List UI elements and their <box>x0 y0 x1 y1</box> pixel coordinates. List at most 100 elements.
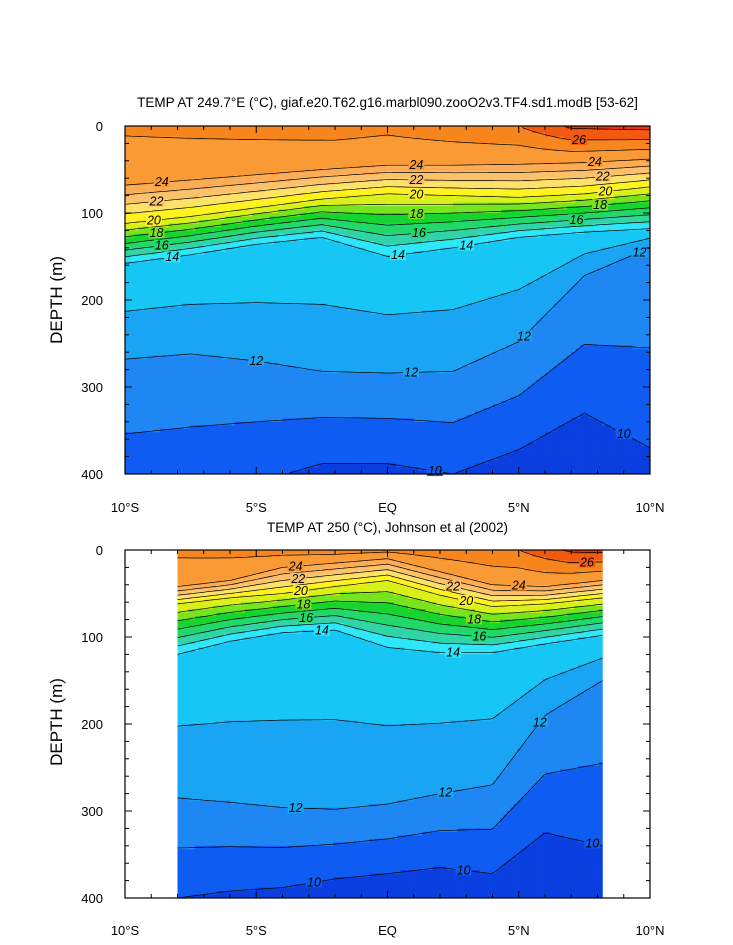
field-cell <box>291 313 297 318</box>
field-cell <box>168 463 174 468</box>
field-cell <box>339 373 345 378</box>
field-cell <box>225 206 231 211</box>
field-cell <box>269 407 275 412</box>
field-cell <box>317 150 323 155</box>
field-cell <box>304 258 310 263</box>
field-cell <box>330 418 336 423</box>
field-cell <box>273 254 279 259</box>
field-cell <box>173 237 179 242</box>
field-cell <box>282 167 288 172</box>
field-cell <box>186 188 192 193</box>
field-cell <box>321 195 327 200</box>
field-cell <box>317 355 323 360</box>
field-cell <box>251 317 257 322</box>
field-cell <box>168 428 174 433</box>
field-cell <box>247 446 253 451</box>
field-cell <box>138 230 144 235</box>
field-cell <box>221 247 227 252</box>
field-cell <box>151 185 157 190</box>
field-cell <box>195 230 200 235</box>
field-cell <box>238 317 244 322</box>
field-cell <box>234 261 240 266</box>
field-cell <box>195 244 200 249</box>
field-cell <box>129 435 135 440</box>
field-cell <box>300 251 305 256</box>
field-cell <box>216 230 222 235</box>
field-cell <box>173 446 179 451</box>
field-cell <box>256 320 262 325</box>
field-cell <box>173 209 179 214</box>
field-cell <box>234 188 240 193</box>
field-cell <box>225 380 231 385</box>
field-cell <box>326 174 332 179</box>
field-cell <box>151 160 157 165</box>
field-cell <box>146 334 152 339</box>
field-cell <box>195 467 200 472</box>
field-cell <box>129 206 135 211</box>
field-cell <box>300 213 305 218</box>
field-cell <box>291 289 297 294</box>
field-cell <box>291 393 297 399</box>
field-cell <box>326 202 332 207</box>
field-cell <box>138 442 144 447</box>
field-cell <box>321 185 327 190</box>
field-cell <box>256 380 262 385</box>
field-cell <box>286 126 292 131</box>
field-cell <box>300 164 305 169</box>
field-cell <box>190 132 196 138</box>
field-cell <box>286 387 292 392</box>
field-cell <box>155 348 161 353</box>
field-cell <box>186 126 192 131</box>
field-cell <box>291 345 297 350</box>
field-cell <box>247 331 253 336</box>
field-cell <box>247 313 253 318</box>
field-cell <box>199 331 205 336</box>
field-cell <box>269 453 275 458</box>
field-cell <box>195 171 200 176</box>
field-cell <box>251 411 257 416</box>
field-cell <box>151 143 157 148</box>
field-cell <box>155 418 161 423</box>
field-cell <box>164 383 170 388</box>
field-cell <box>330 404 336 409</box>
field-cell <box>291 383 297 388</box>
field-cell <box>234 300 240 305</box>
field-cell <box>321 317 327 322</box>
field-cell <box>129 202 135 207</box>
field-cell <box>260 174 266 179</box>
field-cell <box>278 432 284 437</box>
field-cell <box>234 223 240 228</box>
field-cell <box>186 456 192 461</box>
field-cell <box>199 164 205 169</box>
field-cell <box>177 327 183 332</box>
field-cell <box>251 185 257 190</box>
field-cell <box>151 383 157 388</box>
field-cell <box>177 139 183 144</box>
field-cell <box>247 421 253 426</box>
field-cell <box>129 366 135 371</box>
field-cell <box>269 199 275 204</box>
field-cell <box>190 331 196 336</box>
field-cell <box>269 202 275 207</box>
field-cell <box>291 202 297 207</box>
field-cell <box>151 289 157 294</box>
field-cell <box>317 244 323 249</box>
field-cell <box>221 300 227 305</box>
field-cell <box>260 320 266 325</box>
field-cell <box>125 185 130 190</box>
field-cell <box>269 460 275 465</box>
field-cell <box>164 237 170 242</box>
field-cell <box>212 289 218 294</box>
field-cell <box>146 432 152 437</box>
field-cell <box>300 376 305 381</box>
field-cell <box>247 376 253 381</box>
field-cell <box>335 303 340 308</box>
field-cell <box>317 327 323 332</box>
field-cell <box>234 129 240 134</box>
field-cell <box>186 470 192 474</box>
field-cell <box>133 446 139 451</box>
field-cell <box>247 293 253 298</box>
field-cell <box>208 439 214 444</box>
field-cell <box>199 355 205 360</box>
field-cell <box>186 153 192 158</box>
